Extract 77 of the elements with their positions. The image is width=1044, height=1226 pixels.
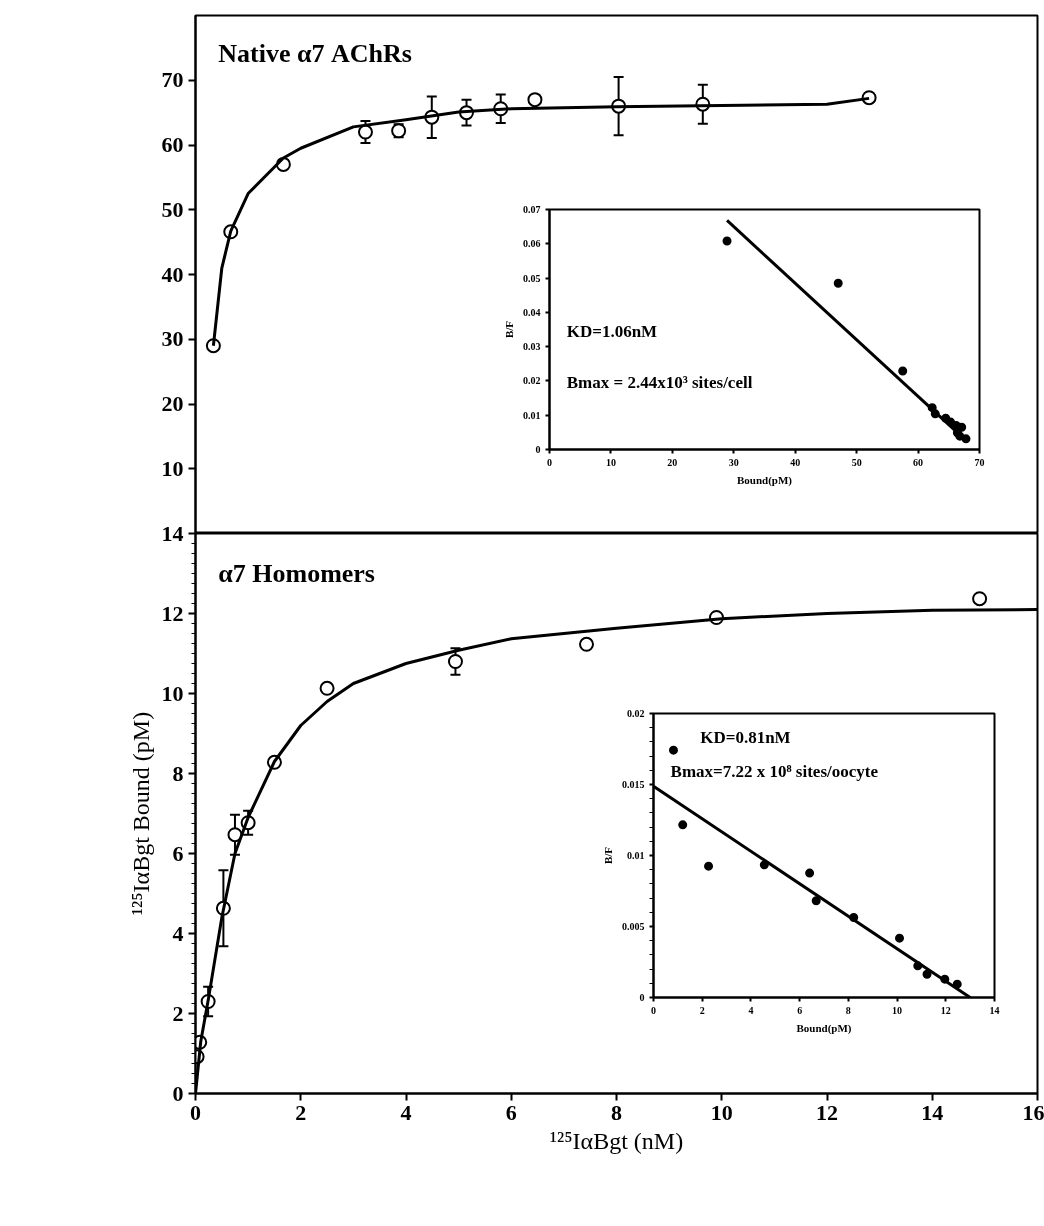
y-tick-label: 0.01 bbox=[627, 850, 645, 861]
x-tick-label: 10 bbox=[892, 1004, 903, 1016]
x-tick-label: 6 bbox=[797, 1004, 803, 1016]
annotation: Bmax = 2.44x10³ sites/cell bbox=[566, 372, 753, 392]
x-tick-label: 12 bbox=[816, 1099, 838, 1125]
x-tick-label: 16 bbox=[1022, 1099, 1044, 1125]
point bbox=[895, 933, 905, 943]
y-tick-label: 50 bbox=[161, 196, 184, 222]
x-tick-label: 14 bbox=[989, 1004, 1000, 1016]
point bbox=[357, 124, 373, 140]
y-tick-label: 40 bbox=[161, 261, 184, 287]
x-tick-label: 0 bbox=[190, 1099, 201, 1125]
annotation: KD=0.81nM bbox=[700, 727, 791, 747]
y-tick-label: 60 bbox=[161, 132, 184, 157]
x-axis-title: Bound(pM) bbox=[796, 1021, 852, 1035]
x-tick-label: 20 bbox=[667, 456, 678, 468]
y-tick-label: 12 bbox=[161, 600, 184, 626]
y-tick-label: 0.02 bbox=[627, 708, 645, 719]
x-tick-label: 4 bbox=[400, 1099, 412, 1125]
text: α7 Homomers bbox=[218, 558, 375, 588]
y-tick-label: 14 bbox=[161, 520, 184, 546]
y-tick-label: 0 bbox=[172, 1080, 184, 1106]
y-tick-label: 30 bbox=[161, 326, 184, 352]
y-tick-label: 0 bbox=[535, 444, 541, 455]
x-tick-label: 60 bbox=[913, 456, 924, 468]
x-tick-label: 4 bbox=[748, 1004, 754, 1016]
point bbox=[319, 680, 335, 696]
y-tick-label: 0.04 bbox=[523, 306, 541, 318]
x-tick-label: 14 bbox=[921, 1099, 944, 1125]
y-tick-label: 0.07 bbox=[523, 204, 541, 215]
y-tick-label: 0.02 bbox=[523, 375, 541, 387]
point bbox=[668, 745, 678, 755]
y-tick-label: 10 bbox=[161, 680, 184, 706]
y-tick-label: 8 bbox=[172, 760, 184, 786]
y-tick-label: 70 bbox=[161, 67, 184, 93]
y-tick-label: 0 bbox=[639, 992, 645, 1003]
x-tick-label: 40 bbox=[790, 456, 801, 468]
x-axis-title: ¹²⁵IαBgt (nM) bbox=[549, 1127, 684, 1154]
point bbox=[898, 366, 908, 376]
y-tick-label: 0.03 bbox=[523, 341, 541, 353]
point bbox=[579, 636, 594, 652]
y-axis-title: B/F bbox=[503, 320, 515, 339]
annotation: Bmax=7.22 x 10⁸ sites/oocyte bbox=[670, 761, 879, 781]
x-tick-label: 0 bbox=[651, 1004, 656, 1016]
x-tick-label: 2 bbox=[699, 1004, 705, 1016]
point bbox=[447, 654, 463, 669]
x-tick-label: 10 bbox=[710, 1099, 733, 1125]
point bbox=[722, 236, 732, 246]
x-tick-label: 50 bbox=[851, 456, 862, 468]
point bbox=[972, 591, 988, 607]
y-tick-label: 0.05 bbox=[523, 272, 541, 284]
y-tick-label: 4 bbox=[172, 920, 184, 946]
x-tick-label: 12 bbox=[940, 1004, 951, 1016]
point bbox=[833, 278, 843, 288]
y-tick-label: 0.01 bbox=[523, 409, 541, 421]
point bbox=[811, 896, 821, 906]
text: Native α7 AChRs bbox=[218, 38, 412, 68]
y-tick-label: 0.005 bbox=[622, 921, 645, 932]
x-tick-label: 30 bbox=[728, 456, 739, 468]
y-tick-label: 6 bbox=[172, 840, 184, 866]
x-tick-label: 10 bbox=[605, 456, 616, 468]
x-axis-title: Bound(pM) bbox=[736, 473, 793, 487]
x-tick-label: 6 bbox=[505, 1099, 517, 1125]
point bbox=[704, 861, 714, 871]
annotation: KD=1.06nM bbox=[566, 322, 658, 342]
x-tick-label: 0 bbox=[547, 456, 552, 468]
x-tick-label: 2 bbox=[295, 1099, 307, 1125]
y-axis-title: B/F bbox=[602, 846, 614, 865]
y-tick-label: 0.06 bbox=[523, 238, 541, 250]
y-axis-title: ¹²⁵IαBgt Bound (pM) bbox=[127, 711, 154, 916]
point bbox=[678, 820, 688, 830]
y-tick-label: 20 bbox=[161, 391, 184, 416]
y-tick-label: 0.015 bbox=[622, 779, 645, 790]
x-tick-label: 70 bbox=[974, 456, 985, 468]
point bbox=[527, 92, 543, 108]
point bbox=[805, 868, 815, 878]
x-tick-label: 8 bbox=[845, 1004, 851, 1016]
